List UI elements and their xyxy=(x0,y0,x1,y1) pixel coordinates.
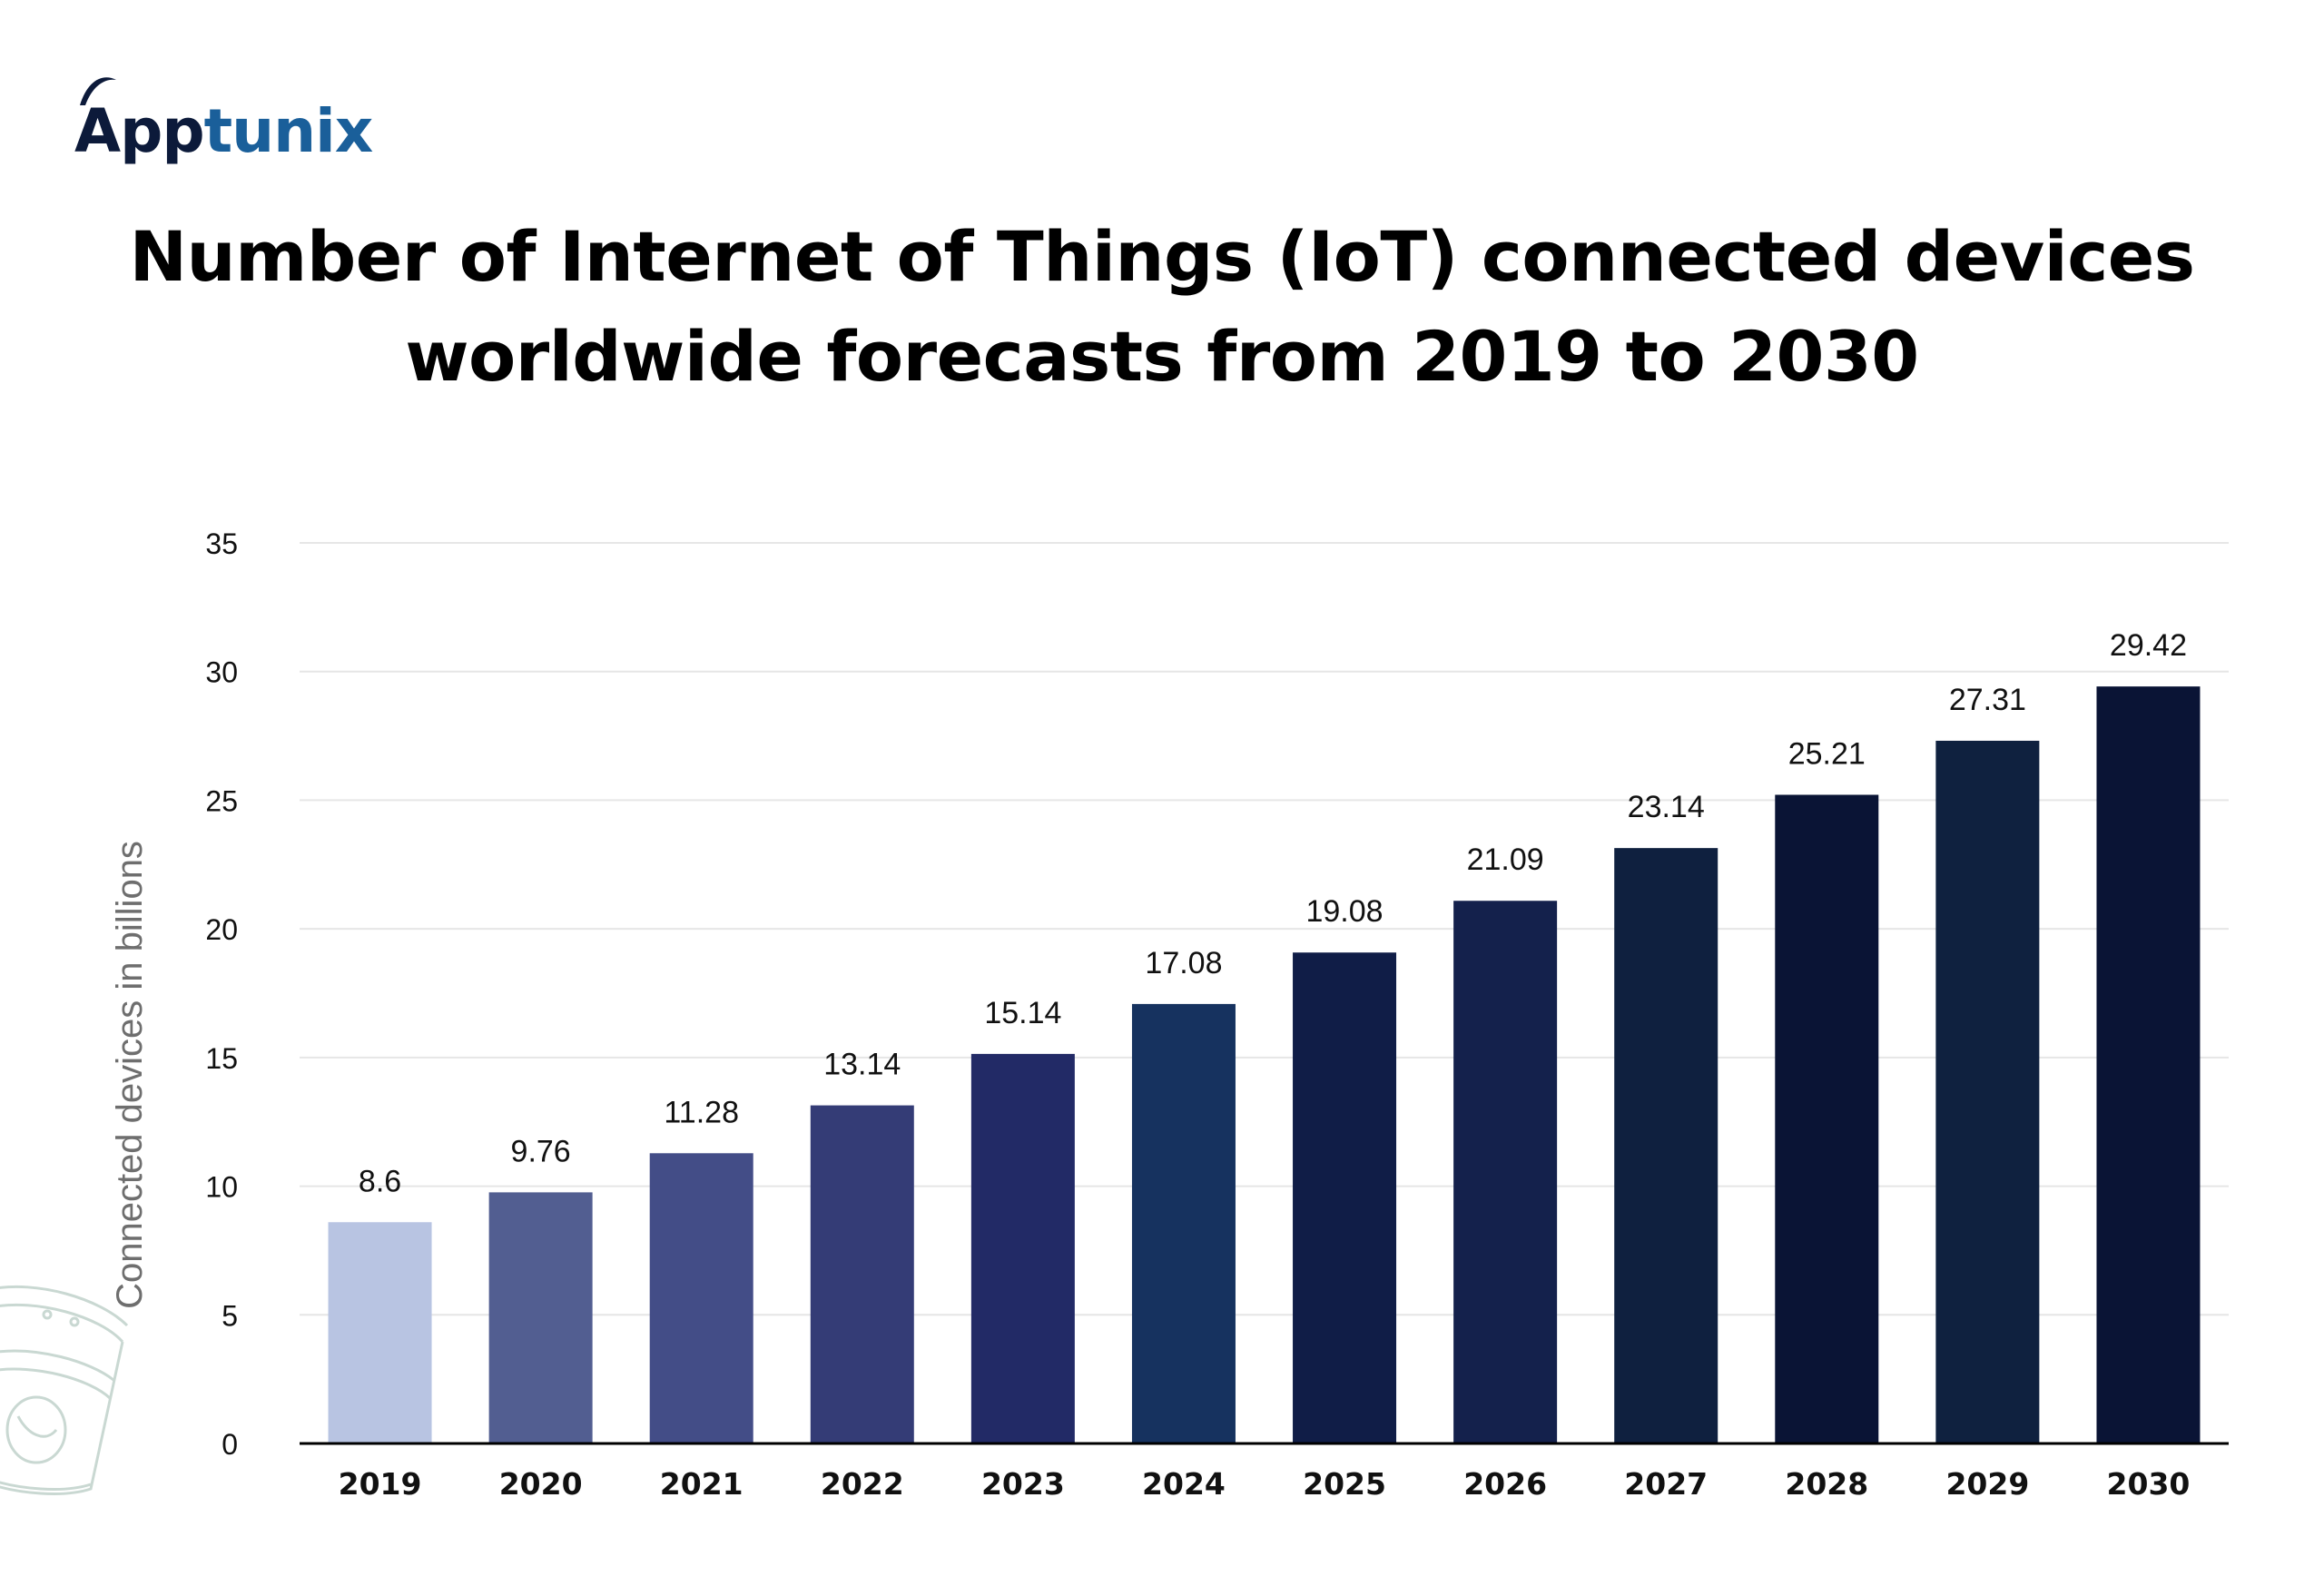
logo-swoosh-icon xyxy=(80,77,116,105)
data-label: 13.14 xyxy=(823,1048,901,1082)
chart-title-line-2: worldwide forecasts from 2019 to 2030 xyxy=(405,316,1919,397)
bar-2029 xyxy=(1935,740,2040,1443)
grid-lines xyxy=(300,542,2229,1316)
bar-2022 xyxy=(810,1105,914,1443)
data-label: 27.31 xyxy=(1949,683,2026,717)
y-tick-label: 30 xyxy=(205,656,238,689)
bar-2026 xyxy=(1453,901,1558,1443)
y-axis-label: Connected devices in billions xyxy=(110,841,150,1309)
bar-2030 xyxy=(2096,686,2201,1443)
y-tick-label: 25 xyxy=(205,784,238,817)
x-tick-label: 2022 xyxy=(821,1466,904,1502)
bars xyxy=(328,686,2201,1443)
y-tick-label: 35 xyxy=(205,527,238,560)
x-tick-label: 2021 xyxy=(660,1466,743,1502)
bar-2020 xyxy=(488,1192,593,1443)
data-label: 11.28 xyxy=(664,1095,739,1129)
data-label: 19.08 xyxy=(1305,894,1383,929)
coffee-cup-illustration xyxy=(0,1285,129,1495)
data-label: 25.21 xyxy=(1788,736,1866,771)
bar-2028 xyxy=(1775,794,1879,1443)
bar-2021 xyxy=(649,1153,753,1443)
x-tick-label: 2024 xyxy=(1142,1466,1226,1502)
x-tick-label: 2023 xyxy=(981,1466,1065,1502)
x-tick-label: 2025 xyxy=(1303,1466,1386,1502)
bar-2023 xyxy=(970,1053,1075,1443)
data-label: 17.08 xyxy=(1145,946,1222,980)
x-tick-label: 2028 xyxy=(1785,1466,1868,1502)
x-tick-label: 2020 xyxy=(499,1466,583,1502)
x-axis-ticks: 2019 2020 2021 2022 2023 2024 2025 2026 2027 2028… xyxy=(339,1466,2191,1502)
data-label: 29.42 xyxy=(2110,628,2187,663)
chart-title: Number of Internet of Things (IoT) conne… xyxy=(0,207,2324,407)
data-label: 23.14 xyxy=(1628,790,1705,824)
data-labels: 8.6 9.76 11.28 13.14 15.14 17.08 19.08 21.09 23.… xyxy=(359,628,2187,1198)
x-tick-label: 2029 xyxy=(1945,1466,2029,1502)
logo-tunix-text: tunix xyxy=(203,96,374,166)
bar-2025 xyxy=(1293,952,1397,1443)
y-tick-label: 20 xyxy=(205,913,238,946)
chart-title-line-1: Number of Internet of Things (IoT) conne… xyxy=(129,216,2195,297)
data-label: 21.09 xyxy=(1467,842,1544,877)
y-axis-ticks: 0 5 10 15 20 25 30 35 xyxy=(205,527,238,1461)
x-tick-label: 2019 xyxy=(339,1466,422,1502)
data-label: 9.76 xyxy=(511,1134,571,1168)
data-label: 15.14 xyxy=(984,996,1061,1030)
bar-2027 xyxy=(1614,848,1718,1443)
logo-app-text: App xyxy=(74,96,205,166)
x-tick-label: 2027 xyxy=(1624,1466,1708,1502)
y-tick-label: 0 xyxy=(222,1428,238,1461)
bar-2024 xyxy=(1131,1003,1236,1443)
bar-2019 xyxy=(328,1222,432,1443)
data-label: 8.6 xyxy=(359,1164,401,1198)
y-tick-label: 5 xyxy=(222,1299,238,1332)
x-tick-label: 2026 xyxy=(1463,1466,1547,1502)
logo-wordmark: Apptunix xyxy=(74,102,373,162)
apptunix-logo: Apptunix xyxy=(74,71,373,162)
y-tick-label: 15 xyxy=(205,1042,238,1075)
y-tick-label: 10 xyxy=(205,1171,238,1204)
x-tick-label: 2030 xyxy=(2107,1466,2191,1502)
